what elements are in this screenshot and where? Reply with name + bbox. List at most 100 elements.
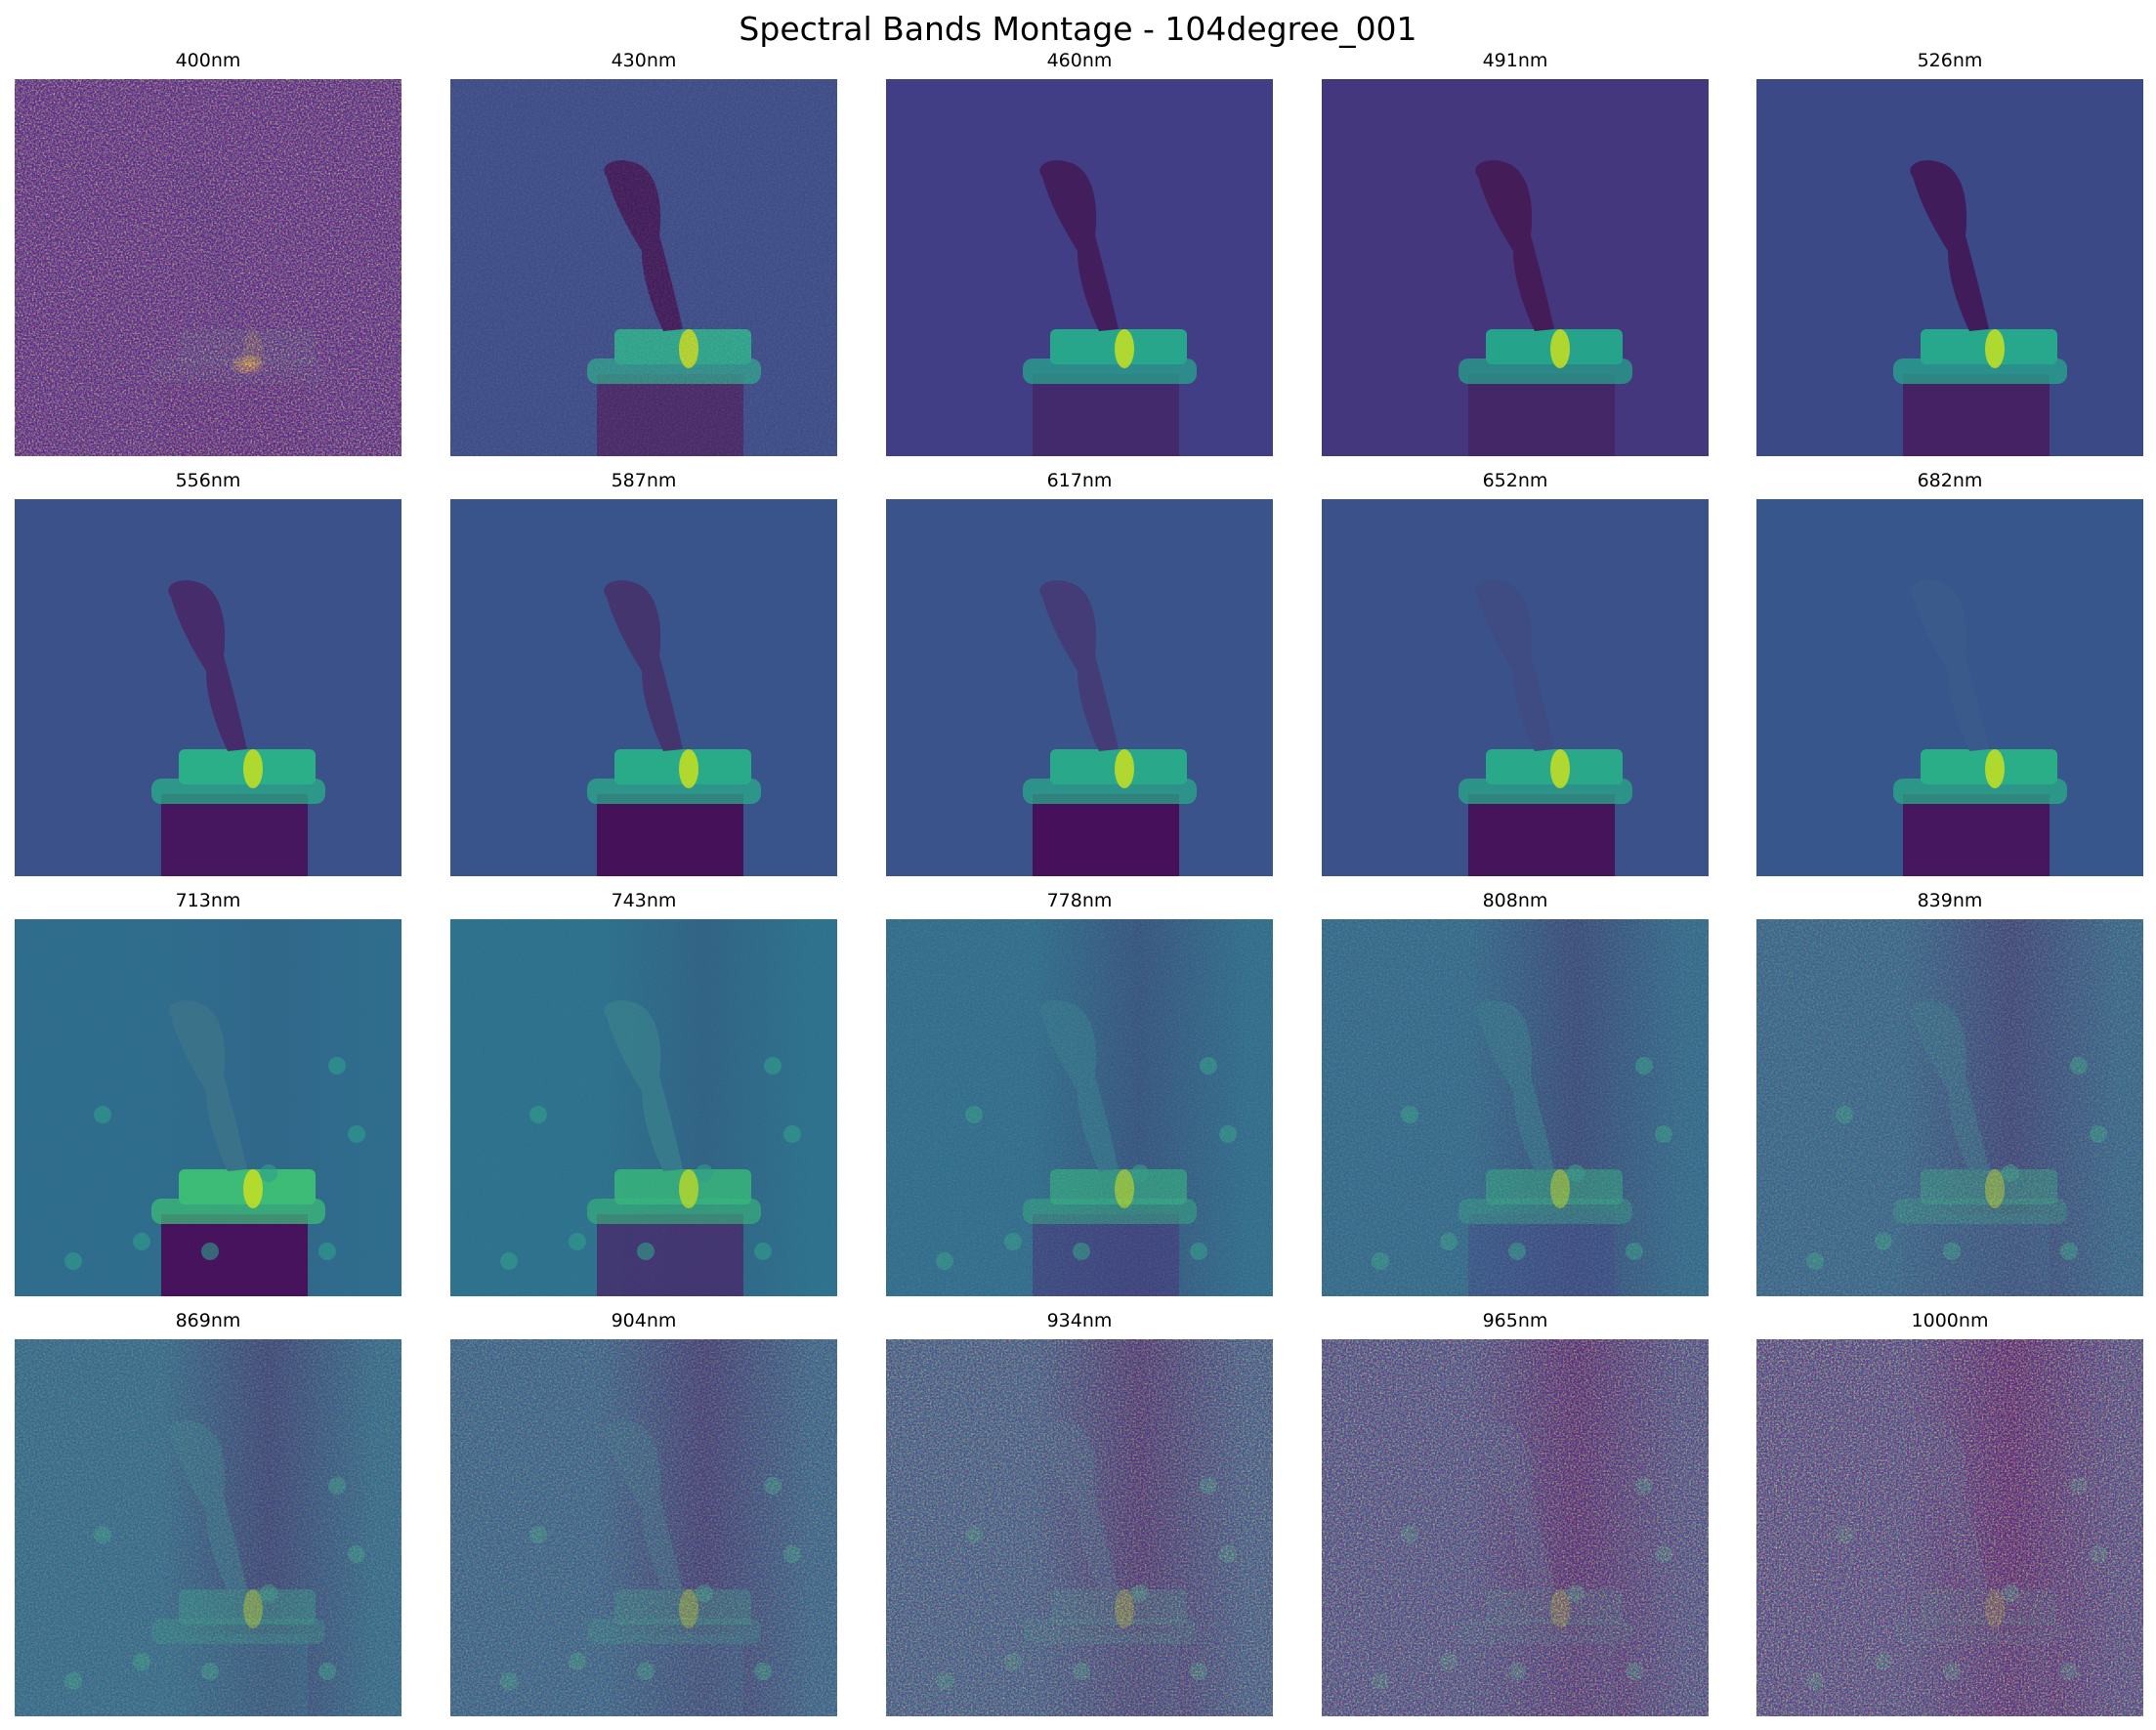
spectral-band-image — [15, 919, 402, 1296]
bright-spot — [1550, 329, 1570, 368]
band-image — [886, 1339, 1273, 1716]
spectral-band-image — [450, 499, 837, 876]
noise-dark — [886, 1339, 1273, 1716]
band-label: 682nm — [1917, 470, 1983, 491]
spectral-band-image — [886, 79, 1273, 456]
band-label: 460nm — [1046, 50, 1113, 71]
band-panel: 934nm — [886, 1306, 1273, 1726]
band-panel: 869nm — [15, 1306, 402, 1726]
spectral-band-image — [450, 79, 837, 456]
band-label: 491nm — [1482, 50, 1548, 71]
band-panel: 778nm — [886, 886, 1273, 1306]
specimen — [1039, 580, 1119, 751]
bright-spot — [1985, 329, 2005, 368]
specimen — [604, 580, 683, 751]
disc-rim — [1893, 359, 2067, 384]
band-label: 652nm — [1482, 470, 1548, 491]
band-image — [15, 79, 402, 456]
band-image — [1756, 79, 2143, 456]
noise-dark — [886, 919, 1273, 1296]
band-label: 526nm — [1917, 50, 1983, 71]
noise-dark — [15, 79, 402, 456]
band-image — [886, 499, 1273, 876]
spectral-band-image — [450, 919, 837, 1296]
noise-dark — [886, 79, 1273, 456]
specimen — [168, 580, 247, 751]
band-label: 934nm — [1046, 1310, 1113, 1331]
base-cylinder — [1468, 374, 1615, 456]
spectral-band-image — [450, 1339, 837, 1716]
band-image — [450, 1339, 837, 1716]
band-image — [15, 919, 402, 1296]
band-panel: 682nm — [1756, 466, 2143, 886]
bright-spot — [1115, 749, 1134, 788]
base-cylinder — [1468, 794, 1615, 876]
band-panel: 526nm — [1756, 46, 2143, 466]
band-panel: 587nm — [450, 466, 837, 886]
bright-spot — [1550, 749, 1570, 788]
band-image — [450, 499, 837, 876]
band-panel: 808nm — [1322, 886, 1709, 1306]
spectral-band-image — [1322, 1339, 1709, 1716]
band-label: 713nm — [175, 890, 241, 911]
noise-dark — [450, 1339, 837, 1716]
band-label: 587nm — [611, 470, 677, 491]
disc-rim — [1458, 359, 1632, 384]
base-cylinder — [1033, 794, 1179, 876]
band-image — [15, 1339, 402, 1716]
specimen — [1475, 160, 1554, 331]
figure-title: Spectral Bands Montage - 104degree_001 — [739, 10, 1417, 48]
bright-spot — [243, 749, 263, 788]
band-image — [15, 499, 402, 876]
band-label: 839nm — [1917, 890, 1983, 911]
band-label: 965nm — [1482, 1310, 1548, 1331]
band-panel: 904nm — [450, 1306, 837, 1726]
noise-dark — [1756, 919, 2143, 1296]
base-cylinder — [597, 794, 743, 876]
disc-rim — [151, 779, 325, 804]
spectral-band-image — [1756, 79, 2143, 456]
disc-rim — [1023, 779, 1197, 804]
spectral-band-image — [886, 1339, 1273, 1716]
noise-dark — [1322, 919, 1709, 1296]
disc-rim — [587, 779, 761, 804]
band-label: 617nm — [1046, 470, 1113, 491]
band-panel: 965nm — [1322, 1306, 1709, 1726]
spectral-band-image — [1322, 919, 1709, 1296]
band-panel: 713nm — [15, 886, 402, 1306]
base-cylinder — [1903, 374, 2050, 456]
specimen — [1475, 580, 1554, 751]
spectral-band-image — [1756, 919, 2143, 1296]
noise-dark — [1756, 499, 2143, 876]
noise-dark — [15, 1339, 402, 1716]
specimen — [1910, 160, 1989, 331]
noise-dark — [1322, 1339, 1709, 1716]
disc-rim — [1458, 779, 1632, 804]
band-label: 400nm — [175, 50, 241, 71]
band-image — [450, 919, 837, 1296]
noise-dark — [1756, 1339, 2143, 1716]
noise-dark — [450, 79, 837, 456]
band-label: 743nm — [611, 890, 677, 911]
spectral-band-image — [15, 499, 402, 876]
band-panel: 556nm — [15, 466, 402, 886]
spectral-band-image — [15, 79, 402, 456]
band-label: 808nm — [1482, 890, 1548, 911]
band-label: 869nm — [175, 1310, 241, 1331]
band-label: 430nm — [611, 50, 677, 71]
band-image — [1322, 79, 1709, 456]
band-label: 1000nm — [1911, 1310, 1989, 1331]
spectral-band-image — [886, 919, 1273, 1296]
band-panel: 430nm — [450, 46, 837, 466]
band-label: 904nm — [611, 1310, 677, 1331]
band-label: 778nm — [1046, 890, 1113, 911]
spectral-band-image — [1322, 79, 1709, 456]
band-image — [886, 79, 1273, 456]
band-label: 556nm — [175, 470, 241, 491]
noise-dark — [15, 919, 402, 1296]
band-image — [1322, 919, 1709, 1296]
band-image — [1756, 499, 2143, 876]
spectral-band-image — [1756, 1339, 2143, 1716]
spectral-band-image — [1322, 499, 1709, 876]
band-panel: 652nm — [1322, 466, 1709, 886]
